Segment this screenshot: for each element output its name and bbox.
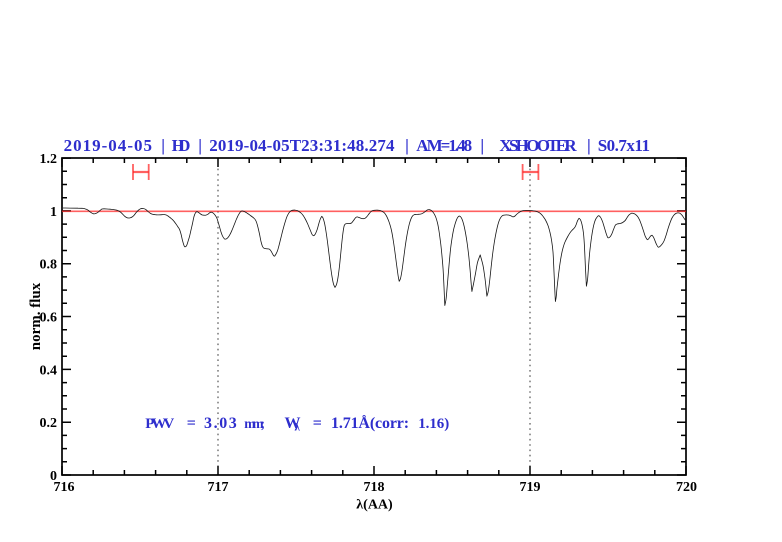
svg-text:0.6: 0.6 — [40, 311, 58, 326]
svg-text:716: 716 — [54, 480, 75, 495]
svg-text:0.8: 0.8 — [40, 258, 58, 273]
svg-text:0: 0 — [50, 469, 57, 484]
svg-text:|: | — [405, 136, 409, 155]
svg-text:λ(AA): λ(AA) — [356, 498, 393, 513]
svg-text:norm. flux: norm. flux — [28, 282, 44, 350]
svg-text:720: 720 — [676, 480, 697, 495]
svg-text:=: = — [313, 415, 322, 432]
svg-text:717: 717 — [208, 480, 229, 495]
svg-text:mm;: mm; — [244, 416, 265, 431]
svg-text:719: 719 — [520, 480, 541, 495]
svg-text:|: | — [587, 136, 591, 155]
svg-text:AM=1.48: AM=1.48 — [416, 136, 472, 155]
svg-text:0.2: 0.2 — [40, 416, 58, 431]
svg-text:1.16): 1.16) — [418, 416, 449, 432]
svg-text:S0.7x11: S0.7x11 — [598, 136, 650, 155]
svg-text:|: | — [198, 136, 202, 155]
svg-text:|: | — [480, 136, 484, 155]
svg-text:W: W — [285, 415, 301, 432]
svg-text:|: | — [161, 136, 165, 155]
svg-text:1: 1 — [50, 205, 57, 220]
svg-text:XSHOOTER: XSHOOTER — [499, 136, 577, 155]
svg-text:1.2: 1.2 — [40, 152, 58, 167]
svg-text:=: = — [187, 415, 196, 432]
svg-text:0.4: 0.4 — [40, 363, 58, 378]
svg-text:λ: λ — [295, 422, 301, 434]
svg-text:2019-04-05: 2019-04-05 — [64, 136, 152, 155]
svg-text:718: 718 — [364, 480, 385, 495]
svg-text:HD: HD — [172, 136, 191, 155]
svg-text:2019-04-05T23:31:48.274: 2019-04-05T23:31:48.274 — [209, 136, 395, 155]
svg-text:1.71Å(corr:: 1.71Å(corr: — [331, 414, 409, 432]
svg-text:3.03: 3.03 — [204, 415, 237, 432]
svg-text:PWV: PWV — [145, 416, 174, 432]
